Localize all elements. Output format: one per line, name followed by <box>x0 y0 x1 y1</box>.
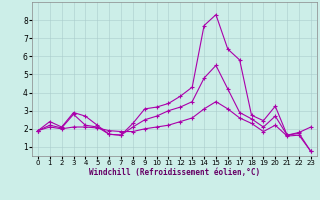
X-axis label: Windchill (Refroidissement éolien,°C): Windchill (Refroidissement éolien,°C) <box>89 168 260 177</box>
